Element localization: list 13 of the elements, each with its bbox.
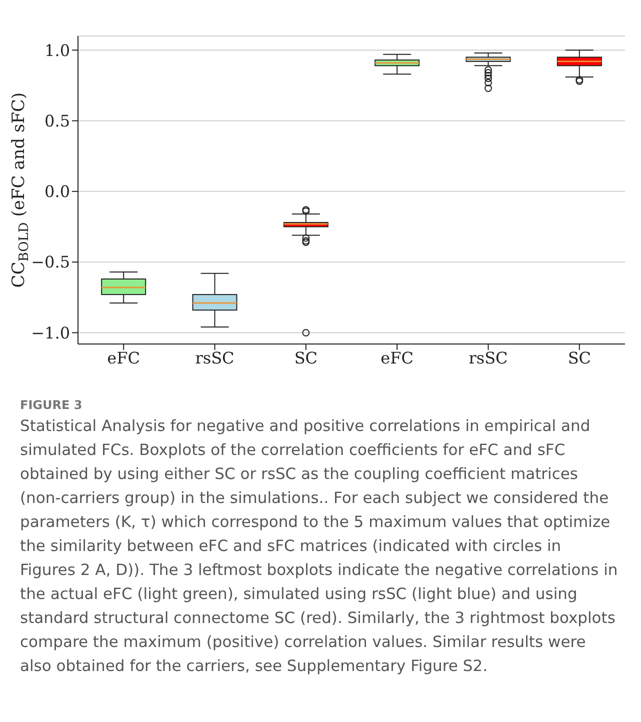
x-tick-label: SC xyxy=(294,348,318,368)
y-tick-label: 0.5 xyxy=(44,111,70,130)
text: Statistical Analysis for negative and positive correlations in empirical and simulated FCs. Boxplots of the correlation coefficients for eFC and sFC obtained by using either SC or rsSC as the coupling coefficient matrices (non-carriers group) in the simulations.. For each subject we considered the parameters (K, τ) which correspond to the 5 maximum values that optimize the similarity between eFC and sFC matrices (indicated with circles in Figures 2 A, D)). The 3 leftmost boxplots indicate the negative correlations in the actual eFC (light green), simulated using rsSC (light blue) and using standard structural connectome SC (red). Similarly, the 3 rightmost boxplots compare the maximum (positive) correlation values. Similar results were also obtained for the carriers, see Supplementary Figure S2. xyxy=(20,417,618,675)
x-tick-label: rsSC xyxy=(195,348,234,368)
x-tick-label: eFC xyxy=(380,348,414,368)
y-tick-label: 1.0 xyxy=(44,40,70,60)
x-tick-label: eFC xyxy=(107,348,140,368)
y-tick-label: −0.5 xyxy=(31,252,70,272)
y-tick-label: −1.0 xyxy=(31,323,70,342)
x-tick-label: SC xyxy=(568,348,592,368)
y-tick-label: 0.0 xyxy=(44,182,70,202)
caption: FIGURE 3 xyxy=(20,398,84,412)
x-tick-label: rsSC xyxy=(468,348,508,368)
